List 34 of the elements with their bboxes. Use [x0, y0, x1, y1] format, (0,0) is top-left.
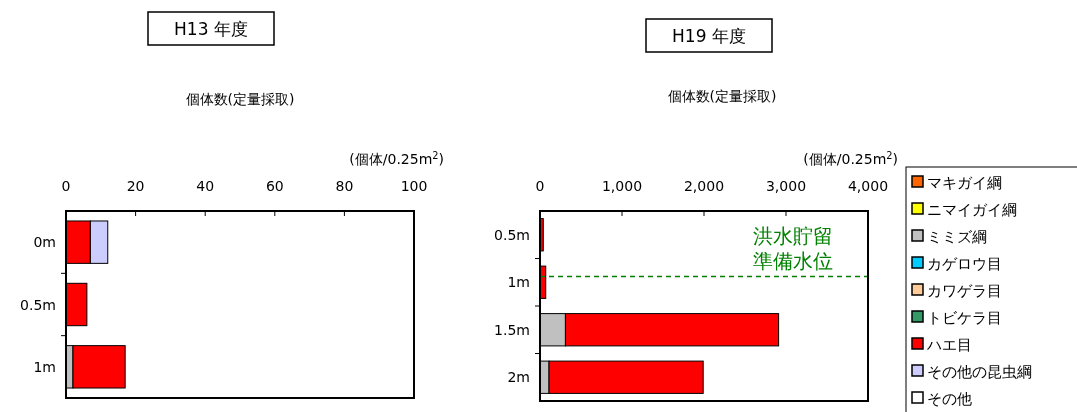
legend-label: ニマイガイ綱 [927, 201, 1017, 219]
x-tick-label: 3,000 [765, 178, 807, 194]
legend-label: カゲロウ目 [927, 255, 1002, 273]
ref-line-label: 洪水貯留準備水位 [753, 223, 833, 273]
y-tick-label: 2m [507, 369, 530, 386]
legend-label: その他の昆虫綱 [927, 363, 1032, 381]
legend-label: マキガイ綱 [927, 174, 1002, 192]
x-tick-label: 4,000 [847, 178, 889, 194]
x-tick-label: 2,000 [683, 178, 725, 194]
chart-subtitle: 個体数(定量採取) [667, 88, 777, 104]
legend-label: カワゲラ目 [927, 282, 1002, 300]
x-axis-title: (個体/0.25m$^{2}$) [803, 149, 898, 167]
y-tick-label: 1m [507, 274, 530, 291]
y-tick-label: 0m [33, 234, 56, 251]
x-axis-title: (個体/0.25m$^{2}$) [349, 149, 444, 167]
legend-label: ハエ目 [926, 336, 972, 354]
x-tick-label: 20 [126, 178, 145, 194]
chart-subtitle: 個体数(定量採取) [185, 91, 295, 107]
chart-title: H13 年度 [174, 19, 248, 39]
y-tick-label: 1m [33, 358, 56, 375]
y-tick-label: 0.5m [494, 226, 530, 243]
y-tick-label: 1.5m [494, 321, 530, 338]
y-tick-label: 0.5m [20, 296, 56, 313]
x-tick-label: 80 [335, 178, 354, 194]
x-tick-label: 100 [400, 178, 428, 194]
x-tick-label: 0 [535, 178, 545, 194]
x-tick-label: 60 [265, 178, 284, 194]
x-tick-label: 1,000 [601, 178, 643, 194]
x-tick-label: 0 [61, 178, 71, 194]
legend-label: ミミズ綱 [927, 228, 987, 246]
x-tick-label: 40 [196, 178, 215, 194]
legend-label: その他 [927, 390, 972, 408]
legend-label: トビケラ目 [927, 309, 1002, 327]
chart-title: H19 年度 [672, 26, 746, 46]
